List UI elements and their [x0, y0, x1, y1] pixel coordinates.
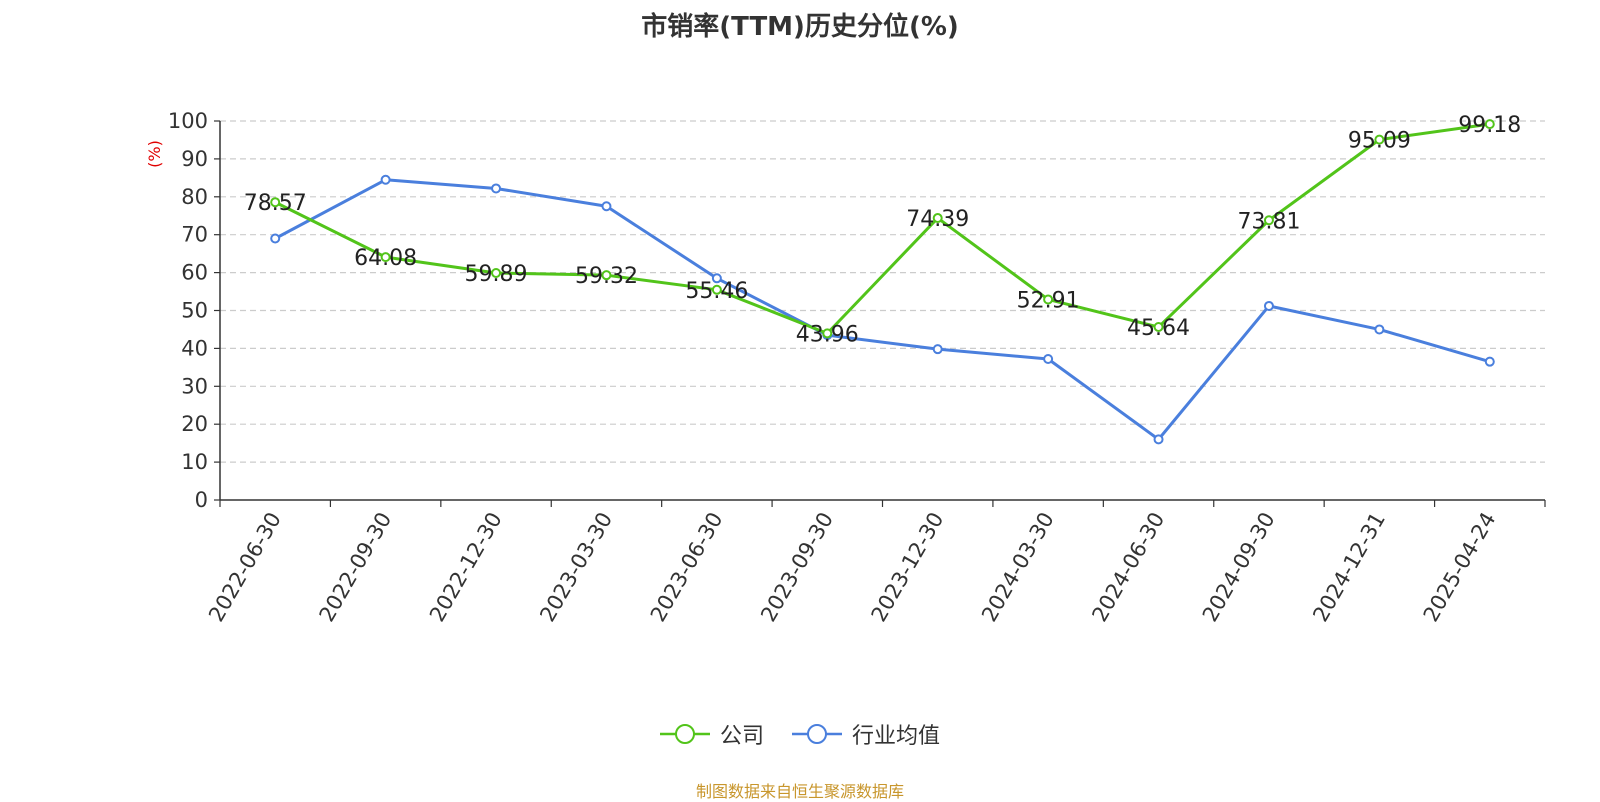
y-tick-label: 100 — [168, 109, 208, 133]
data-label: 64.08 — [354, 246, 417, 271]
source-note: 制图数据来自恒生聚源数据库 — [695, 782, 904, 801]
legend-label-industry: 行业均值 — [852, 724, 941, 749]
data-label: 73.81 — [1237, 209, 1300, 234]
y-tick-label: 70 — [181, 223, 208, 247]
x-tick-label: 2023-03-30 — [535, 508, 617, 626]
legend-label-company: 公司 — [719, 724, 764, 749]
data-label: 59.89 — [465, 262, 528, 287]
y-tick-label: 0 — [195, 488, 208, 512]
legend-line-circle-icon — [792, 724, 842, 744]
x-tick-label: 2024-09-30 — [1198, 508, 1280, 626]
data-point-company — [491, 268, 502, 279]
y-tick-label: 90 — [181, 147, 208, 171]
x-tick-label: 2023-09-30 — [756, 508, 838, 626]
data-point-industry — [380, 174, 391, 185]
data-label: 45.64 — [1127, 316, 1190, 341]
x-tick-label: 2023-06-30 — [646, 508, 728, 626]
legend-line-circle-icon — [659, 724, 710, 744]
y-tick-label: 10 — [181, 450, 208, 474]
data-point-company — [1153, 322, 1164, 333]
y-axis-label: (%) — [145, 140, 164, 168]
y-tick-label: 20 — [181, 412, 208, 436]
data-point-industry — [1484, 356, 1495, 367]
data-point-company — [1263, 215, 1274, 226]
data-point-industry — [601, 201, 612, 212]
data-label: 55.46 — [685, 279, 748, 304]
data-point-industry — [711, 273, 722, 284]
x-tick-label: 2022-09-30 — [315, 508, 397, 626]
x-tick-label: 2024-12-31 — [1308, 508, 1390, 626]
data-label: 78.57 — [244, 191, 307, 216]
legend-item-company[interactable]: 公司 — [659, 718, 764, 750]
data-point-industry — [1374, 324, 1385, 335]
x-tick-label: 2024-06-30 — [1087, 508, 1169, 626]
y-tick-label: 40 — [181, 336, 208, 360]
data-label: 74.39 — [906, 207, 969, 232]
y-tick-label: 60 — [181, 261, 208, 285]
y-tick-label: 80 — [181, 185, 208, 209]
data-label: 59.32 — [575, 264, 638, 289]
grid-layer — [220, 120, 1545, 463]
y-tick-label: 30 — [181, 374, 208, 398]
data-label: 43.96 — [796, 322, 859, 347]
data-point-industry — [1263, 300, 1274, 311]
series-layer — [270, 119, 1495, 445]
data-point-company — [380, 252, 391, 263]
x-tick-label: 2022-12-30 — [425, 508, 507, 626]
legend-item-industry[interactable]: 行业均值 — [792, 718, 940, 750]
legend: 公司 行业均值 — [0, 718, 1600, 750]
y-tick-label: 50 — [181, 299, 208, 323]
data-point-company — [932, 213, 943, 224]
data-point-industry — [1043, 354, 1054, 365]
chart-title: 市销率(TTM)历史分位(%) — [641, 12, 959, 42]
data-point-company — [1043, 294, 1054, 305]
x-tick-label: 2024-03-30 — [977, 508, 1059, 626]
x-tick-label: 2022-06-30 — [204, 508, 286, 626]
data-point-industry — [491, 183, 502, 194]
data-point-company — [601, 270, 612, 281]
data-point-company — [822, 328, 833, 339]
data-point-industry — [932, 344, 943, 355]
data-point-company — [711, 284, 722, 295]
series-line-industry — [274, 178, 1491, 441]
data-point-company — [270, 197, 281, 208]
data-label-layer: 78.57 64.08 59.89 59.32 55.46 43.96 74.39 52.91… — [244, 113, 1522, 347]
x-tick-label: 2023-12-30 — [867, 508, 949, 626]
data-label: 99.18 — [1458, 113, 1521, 138]
data-point-industry — [270, 233, 281, 244]
data-label: 95.09 — [1348, 129, 1411, 154]
data-point-industry — [1153, 434, 1164, 445]
data-point-company — [1484, 119, 1495, 130]
data-label: 52.91 — [1017, 288, 1080, 313]
data-point-company — [1374, 134, 1385, 145]
x-tick-label: 2025-04-24 — [1419, 508, 1501, 626]
series-line-company — [274, 122, 1491, 335]
